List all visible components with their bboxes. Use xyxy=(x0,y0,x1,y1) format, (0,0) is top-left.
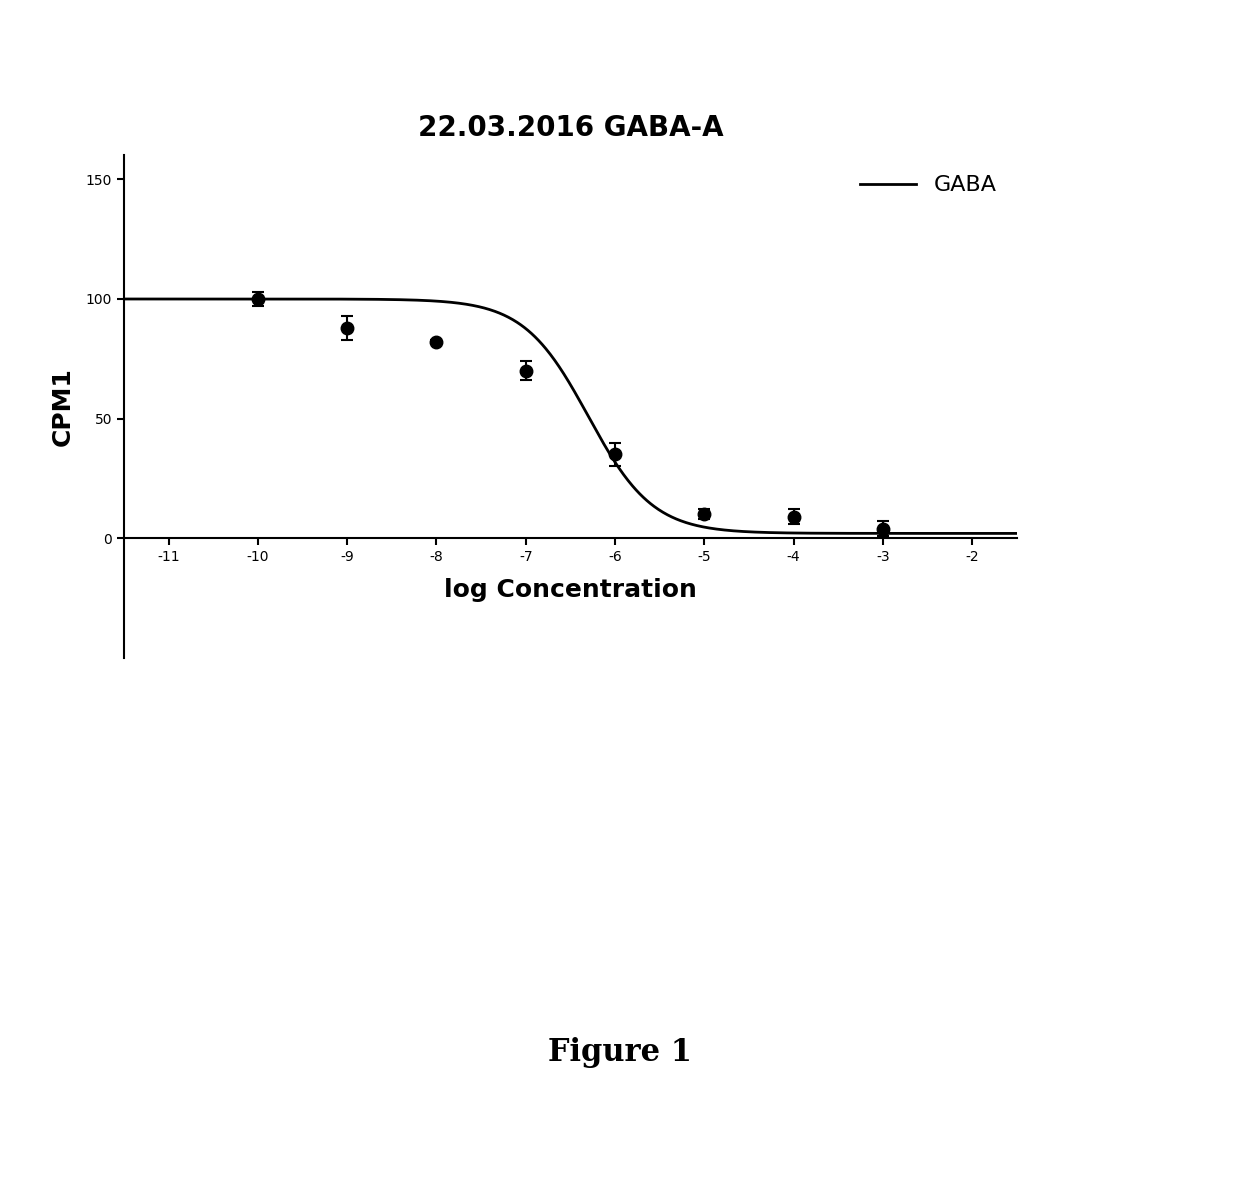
Legend: GABA: GABA xyxy=(852,166,1006,205)
Title: 22.03.2016 GABA-A: 22.03.2016 GABA-A xyxy=(418,114,723,142)
Y-axis label: CPM1: CPM1 xyxy=(51,367,74,446)
X-axis label: log Concentration: log Concentration xyxy=(444,578,697,602)
Text: Figure 1: Figure 1 xyxy=(548,1037,692,1068)
